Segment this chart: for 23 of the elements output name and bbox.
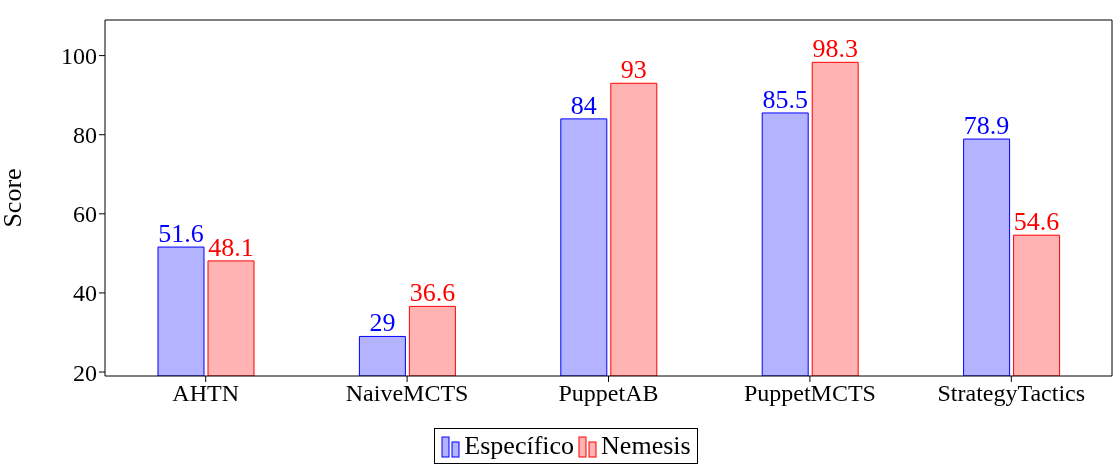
data-label: 85.5 bbox=[762, 84, 808, 114]
y-tick-label: 40 bbox=[73, 280, 97, 307]
y-tick-label: 20 bbox=[73, 359, 97, 386]
data-label: 51.6 bbox=[158, 219, 204, 249]
data-label: 36.6 bbox=[409, 278, 456, 308]
y-axis-title: Score bbox=[0, 168, 28, 228]
data-label: 48.1 bbox=[208, 232, 254, 262]
x-tick-label: AHTN bbox=[172, 380, 240, 407]
x-tick-label: StrategyTactics bbox=[937, 380, 1086, 407]
data-label: 29 bbox=[369, 308, 396, 338]
data-label: 78.9 bbox=[963, 111, 1010, 141]
legend-label: Nemesis bbox=[601, 431, 691, 461]
x-tick-label: NaiveMCTS bbox=[345, 380, 469, 407]
y-tick-label: 60 bbox=[73, 201, 97, 228]
y-tick-label: 80 bbox=[73, 122, 97, 149]
x-tick-label: PuppetAB bbox=[558, 380, 659, 407]
y-tick-label: 100 bbox=[61, 43, 97, 70]
data-label: 54.6 bbox=[1013, 207, 1060, 237]
data-label: 84 bbox=[570, 90, 597, 120]
data-label: 93 bbox=[620, 55, 647, 85]
x-tick-label: PuppetMCTS bbox=[743, 380, 876, 407]
data-label: 98.3 bbox=[812, 34, 858, 64]
legend-label: Específico bbox=[464, 431, 575, 461]
